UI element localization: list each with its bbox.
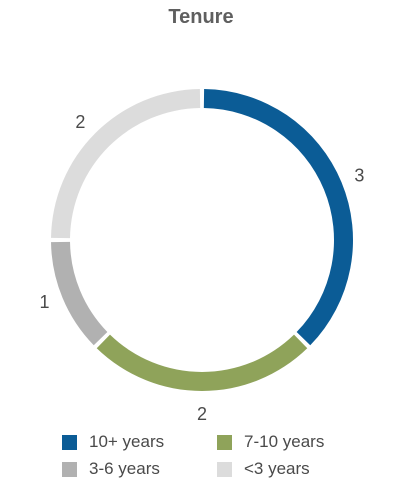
chart-title: Tenure [168, 6, 234, 28]
donut-slice-10plus-years [203, 89, 354, 346]
slice-value-label-under-3-years: 2 [75, 112, 85, 132]
legend-label: 10+ years [89, 432, 165, 451]
legend-swatch [62, 434, 77, 450]
donut-chart: 3 2 1 2 [40, 89, 364, 420]
legend-item-10plus-years: 10+ years [62, 432, 164, 452]
donut-slice-under-3-years [51, 89, 201, 239]
slice-value-label-3-6-years: 1 [40, 292, 50, 312]
legend-label: 7-10 years [244, 432, 325, 451]
legend-swatch [62, 461, 77, 477]
legend-item-under-3-years: <3 years [217, 459, 310, 479]
donut-slice-7-10-years [96, 334, 308, 392]
legend-swatch [217, 461, 232, 477]
donut-slice-3-6-years [51, 241, 108, 346]
legend-label: 3-6 years [89, 459, 160, 478]
slice-value-label-10plus-years: 3 [354, 166, 364, 186]
legend-item-3-6-years: 3-6 years [62, 459, 160, 479]
legend-item-7-10-years: 7-10 years [217, 432, 324, 452]
slice-value-label-7-10-years: 2 [197, 404, 207, 420]
legend-label: <3 years [244, 459, 310, 478]
legend-swatch [217, 434, 232, 450]
